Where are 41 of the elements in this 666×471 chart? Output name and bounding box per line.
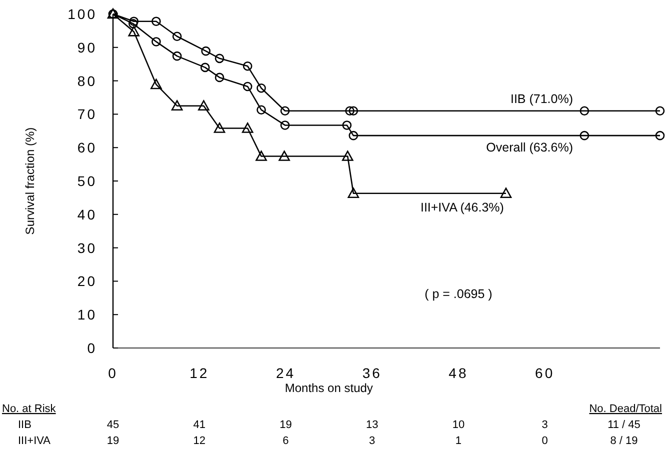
text: 45 (106, 419, 120, 431)
text: 19 (280, 419, 292, 431)
text: No. Dead/Total (589, 403, 662, 415)
text: IIB (18, 419, 32, 431)
text: No. at Risk (2, 403, 56, 415)
y-tick-label: 80 (77, 72, 97, 89)
x-tick-label: 24 (276, 365, 296, 381)
text: 13 (366, 419, 378, 431)
text: III+IVA (18, 435, 52, 447)
x-tick-label: 0 (108, 365, 118, 381)
text: 6 (282, 435, 289, 447)
y-tick-label: 100 (68, 6, 97, 22)
y-tick-label: 10 (77, 306, 97, 323)
y-tick-label: 70 (77, 106, 97, 122)
x-tick-label: 36 (362, 365, 382, 381)
text: 10 (452, 419, 465, 431)
y-tick-label: 30 (77, 240, 97, 256)
y-tick-label: 60 (77, 140, 97, 156)
series-label: Overall (63.6%) (486, 140, 573, 155)
text: 41 (193, 419, 206, 431)
text: 3 (369, 435, 376, 447)
series-label: III+IVA (46.3%) (420, 200, 504, 214)
y-axis-title: Survival fraction (%) (23, 127, 37, 235)
y-tick-label: 40 (77, 206, 97, 222)
y-tick-label: 0 (87, 340, 97, 356)
x-tick-label: 12 (190, 365, 210, 381)
text: 3 (542, 419, 548, 431)
x-tick-label: 48 (448, 365, 468, 381)
series-label: IIB (71.0%) (510, 92, 573, 106)
y-tick-label: 50 (77, 173, 97, 189)
text: 12 (193, 435, 206, 447)
text: 0 (542, 435, 548, 447)
y-tick-label: 20 (77, 273, 97, 290)
text: 8 / 19 (610, 435, 638, 447)
text: 1 (455, 435, 462, 447)
text: 11 / 45 (608, 419, 640, 431)
x-axis-title: Months on study (284, 381, 373, 395)
y-tick-label: 90 (77, 39, 97, 56)
text: 19 (106, 435, 120, 447)
annotation: ( p = .0695 ) (424, 286, 492, 301)
x-tick-label: 60 (535, 365, 555, 381)
